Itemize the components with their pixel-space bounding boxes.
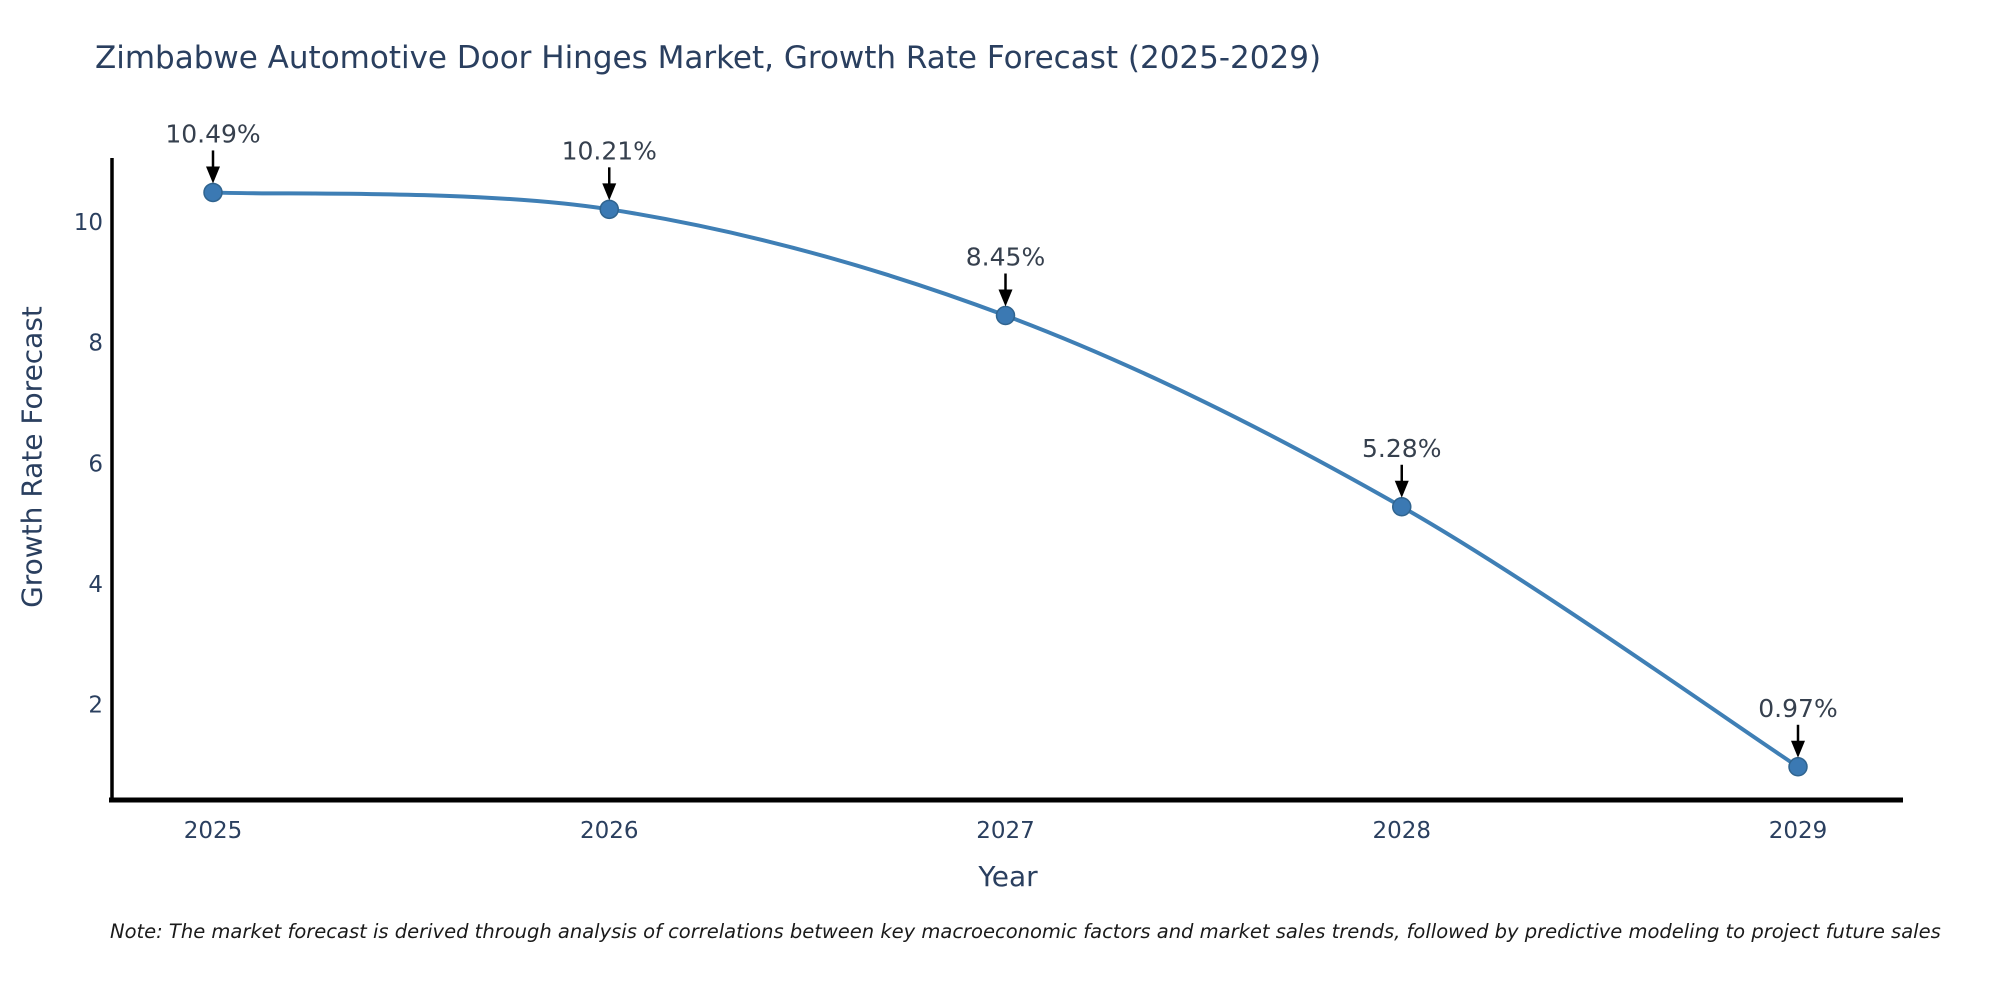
x-tick-label: 2028 <box>1372 818 1431 844</box>
data-point-label: 5.28% <box>1362 434 1441 463</box>
data-point <box>995 305 1016 326</box>
data-point <box>1788 757 1808 777</box>
data-point-label: 8.45% <box>966 243 1045 272</box>
y-tick-label: 6 <box>88 451 103 477</box>
x-tick-label: 2029 <box>1769 818 1828 844</box>
y-tick-label: 8 <box>88 331 103 357</box>
x-axis-title: Year <box>978 860 1038 893</box>
data-point <box>1392 497 1412 517</box>
annotation-arrow-head <box>206 166 220 184</box>
y-tick-label: 10 <box>74 210 103 236</box>
x-tick-label: 2027 <box>976 818 1035 844</box>
y-tick-label: 4 <box>88 572 103 598</box>
x-tick-label: 2026 <box>580 818 639 844</box>
data-point-label: 0.97% <box>1758 694 1837 723</box>
data-point-label: 10.21% <box>562 136 657 165</box>
data-point <box>203 182 223 203</box>
footnote: Note: The market forecast is derived thr… <box>110 920 1941 943</box>
x-tick-label: 2025 <box>184 818 243 844</box>
chart-title: Zimbabwe Automotive Door Hinges Market, … <box>95 40 1322 76</box>
annotation-arrow-head <box>998 289 1013 307</box>
annotation-arrow-head <box>602 183 617 201</box>
data-point-label: 10.49% <box>165 119 260 148</box>
data-point <box>599 199 619 220</box>
annotation-arrow-head <box>1394 480 1409 498</box>
annotation-arrow-head <box>1791 740 1805 758</box>
y-tick-label: 2 <box>88 693 103 719</box>
